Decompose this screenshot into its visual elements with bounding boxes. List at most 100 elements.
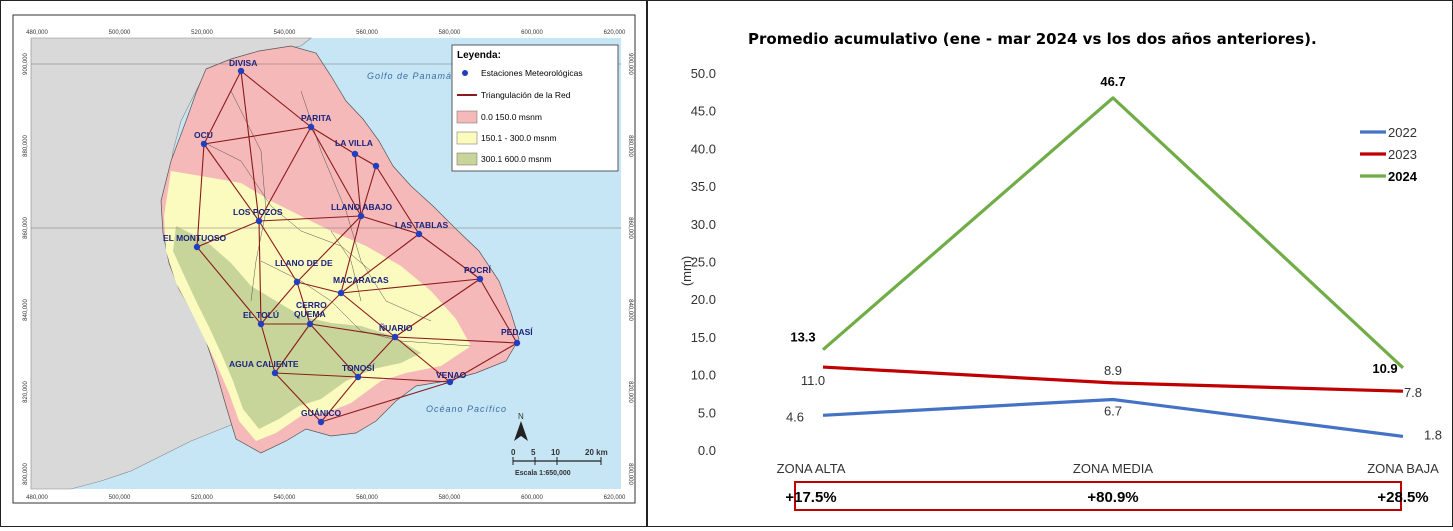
network-link <box>310 126 356 155</box>
station-marker <box>293 278 301 286</box>
chart-panel: Promedio acumulativo (ene - mar 2024 vs … <box>647 0 1453 527</box>
x-axis-categories: ZONA ALTA ZONA MEDIA ZONA BAJA <box>777 461 1440 476</box>
station-marker <box>193 243 201 251</box>
network-link <box>418 233 481 280</box>
network-link <box>240 70 312 128</box>
bottom-tick-label: 520,000 <box>191 495 213 501</box>
station-marker <box>317 418 325 426</box>
legend-entry-2022: 2022 <box>1388 125 1417 140</box>
station-marker <box>307 123 315 131</box>
y-tick-label: 20.0 <box>691 292 716 307</box>
top-tick-label: 620,000 <box>604 30 626 36</box>
station-label: LLANO ABAJO <box>331 202 392 212</box>
station-marker <box>337 289 345 297</box>
legend-title: Leyenda: <box>457 50 501 61</box>
station-label: VENAO <box>436 370 467 380</box>
top-coordinate-ticks: 480,000 500,000 520,000 540,000 560,000 580,0… <box>26 30 626 36</box>
station-label: DIVISA <box>229 58 257 68</box>
y-tick-label: 30.0 <box>691 217 716 232</box>
top-tick-label: 580,000 <box>439 30 461 36</box>
network-link <box>309 292 342 325</box>
map-legend: Leyenda: Estaciones Meteorológicas Trian… <box>451 44 619 172</box>
scale-tick-10: 10 <box>551 448 560 457</box>
network-link <box>340 292 396 338</box>
data-label-2024: 46.7 <box>1100 74 1125 89</box>
bottom-tick-label: 620,000 <box>604 495 626 501</box>
network-link <box>375 165 420 235</box>
station-marker <box>257 320 265 328</box>
right-tick-label: 820,000 <box>627 381 633 403</box>
ocean-label: Océano Pacífico <box>426 404 507 414</box>
bottom-tick-label: 540,000 <box>274 495 296 501</box>
legend-entry-2023: 2023 <box>1388 147 1417 162</box>
x-category-label: ZONA BAJA <box>1367 461 1439 476</box>
station-label: OCU <box>194 130 213 140</box>
triangulation-network <box>196 70 518 423</box>
station-label: LLANO DE DE <box>275 258 333 268</box>
x-category-label: ZONA MEDIA <box>1073 461 1154 476</box>
network-link <box>274 323 311 374</box>
right-tick-label: 860,000 <box>627 217 633 239</box>
y-tick-label: 50.0 <box>691 66 716 81</box>
network-link <box>394 278 481 338</box>
legend-point-symbol <box>462 70 468 76</box>
north-arrow: N <box>514 412 528 441</box>
network-link <box>258 220 298 283</box>
network-link <box>260 323 276 374</box>
bottom-tick-label: 480,000 <box>26 495 48 501</box>
percent-change-box <box>794 481 1402 511</box>
network-link <box>354 153 377 167</box>
right-tick-label: 880,000 <box>627 135 633 157</box>
station-label: PEDASÍ <box>501 327 533 337</box>
network-link <box>309 323 359 378</box>
data-label-2023: 8.9 <box>1104 363 1122 378</box>
station-marker <box>351 150 359 158</box>
scale-tick-0: 0 <box>511 448 516 457</box>
station-marker <box>357 212 365 220</box>
station-marker <box>513 339 521 347</box>
network-link <box>196 220 260 248</box>
y-tick-label: 10.0 <box>691 368 716 383</box>
north-label: N <box>518 412 524 421</box>
scale-text: Escala 1:650,000 <box>515 470 571 477</box>
station-marker <box>415 230 423 238</box>
side-coordinate-ticks: 900,000 900,000 880,000 880,000 860,000 860,0… <box>23 53 633 486</box>
station-label: PARITA <box>301 113 331 123</box>
percent-change-label: +80.9% <box>1087 489 1138 506</box>
right-tick-label: 800,000 <box>627 463 633 485</box>
station-label: ÑUARIO <box>379 323 413 333</box>
legend-item-mid: 150.1 - 300.0 msnm <box>481 133 557 143</box>
network-link <box>340 278 481 294</box>
legend-item-network: Triangulación de la Red <box>481 90 571 100</box>
station-label: AGUA CALIENTE <box>229 359 299 369</box>
network-link <box>274 372 322 423</box>
data-label-2022: 4.6 <box>786 409 804 424</box>
network-link <box>203 143 260 222</box>
x-category-label: ZONA ALTA <box>777 461 846 476</box>
series-line-2022 <box>822 397 1404 439</box>
data-label-2022: 1.8 <box>1424 427 1442 442</box>
network-link <box>360 165 377 217</box>
series-lines <box>821 96 1405 439</box>
network-link <box>309 323 396 338</box>
legend-swatch-high <box>456 152 478 166</box>
top-tick-label: 560,000 <box>356 30 378 36</box>
station-label: CERRO QUEMA <box>294 300 327 319</box>
scale-tick-5: 5 <box>531 448 536 457</box>
bottom-coordinate-ticks: 480,000 500,000 520,000 540,000 560,000 580,0… <box>26 495 626 501</box>
network-link <box>354 153 362 217</box>
network-link <box>203 126 312 145</box>
scale-bar: 0 5 10 20 km Escala 1:650,000 <box>511 448 608 477</box>
station-marker <box>237 67 245 75</box>
station-label: LA VILLA <box>335 138 373 148</box>
chart-legend: 2022 2023 2024 <box>1360 125 1418 184</box>
data-label-2023: 11.0 <box>801 373 825 388</box>
y-tick-label: 25.0 <box>691 255 716 270</box>
top-tick-label: 600,000 <box>521 30 543 36</box>
data-label-2023: 7.8 <box>1404 385 1422 400</box>
station-label: MACARACAS <box>333 275 389 285</box>
network-link <box>196 246 262 325</box>
data-label-2022: 6.7 <box>1104 403 1122 418</box>
station-label: EL MONTUOSO <box>163 233 227 243</box>
gulf-label: Golfo de Panamá <box>367 71 452 81</box>
